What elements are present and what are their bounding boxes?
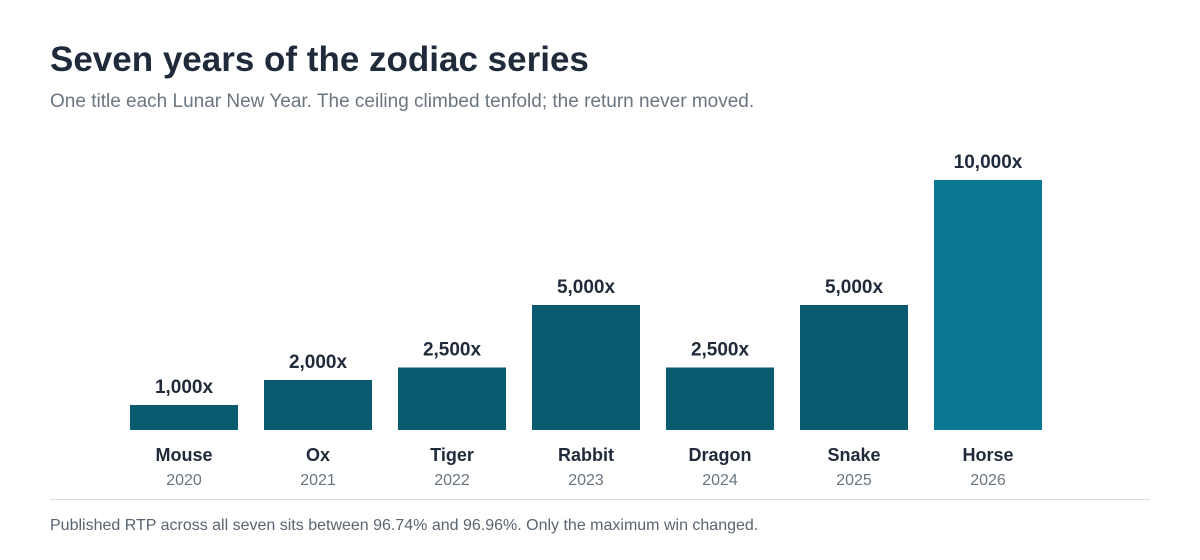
category-label-rabbit: Rabbit: [558, 445, 614, 465]
value-label-horse: 10,000x: [954, 152, 1023, 173]
category-label-mouse: Mouse: [155, 445, 212, 465]
value-label-rabbit: 5,000x: [557, 277, 616, 298]
category-label-tiger: Tiger: [430, 445, 474, 465]
chart-subtitle: One title each Lunar New Year. The ceili…: [50, 91, 755, 112]
bar-horse: [934, 180, 1042, 430]
category-label-horse: Horse: [962, 445, 1013, 465]
year-label-horse: 2026: [970, 472, 1006, 489]
bar-mouse: [130, 405, 238, 430]
year-label-ox: 2021: [300, 472, 336, 489]
bar-rabbit: [532, 305, 640, 430]
value-label-ox: 2,000x: [289, 352, 348, 373]
bar-chart: 1,000x Mouse 2020 2,000x Ox 2021 2,500x Tiger 20…: [130, 152, 1042, 489]
value-label-snake: 5,000x: [825, 277, 884, 298]
category-label-dragon: Dragon: [689, 445, 752, 465]
bar-ox: [264, 380, 372, 430]
chart-title: Seven years of the zodiac series: [50, 40, 589, 79]
bar-dragon: [666, 367, 774, 430]
value-label-tiger: 2,500x: [423, 340, 482, 361]
year-label-snake: 2025: [836, 472, 872, 489]
year-label-tiger: 2022: [434, 472, 470, 489]
value-label-mouse: 1,000x: [155, 377, 214, 398]
category-label-ox: Ox: [306, 445, 330, 465]
year-label-dragon: 2024: [702, 472, 738, 489]
year-label-rabbit: 2023: [568, 472, 604, 489]
category-label-snake: Snake: [827, 445, 880, 465]
value-label-dragon: 2,500x: [691, 340, 750, 361]
bar-tiger: [398, 367, 506, 430]
year-label-mouse: 2020: [166, 472, 202, 489]
bar-snake: [800, 305, 908, 430]
footer-divider: [50, 499, 1150, 500]
footnote: Published RTP across all seven sits betw…: [50, 517, 759, 534]
